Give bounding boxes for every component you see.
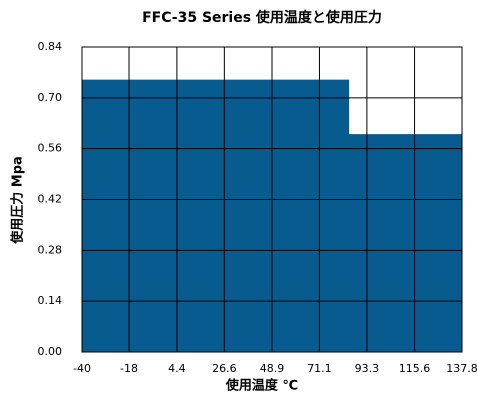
y-tick-label: 0.70 <box>38 91 63 104</box>
x-tick-label: 48.9 <box>260 362 285 375</box>
y-tick-label: 0.84 <box>38 40 63 53</box>
x-tick-label: 137.8 <box>446 362 477 375</box>
x-tick-label: 26.6 <box>212 362 237 375</box>
y-tick-label: 0.00 <box>38 345 63 358</box>
x-tick-label: 115.6 <box>399 362 431 375</box>
y-tick-label: 0.42 <box>38 193 63 206</box>
x-tick-label: 93.3 <box>355 362 380 375</box>
x-tick-label: -18 <box>120 362 138 375</box>
y-tick-label: 0.14 <box>38 294 63 307</box>
chart-title: FFC-35 Series 使用温度と使用圧力 <box>142 9 382 26</box>
x-tick-label: -40 <box>73 362 91 375</box>
x-axis-label: 使用温度 ℃ <box>225 378 298 394</box>
y-tick-label: 0.56 <box>38 142 63 155</box>
y-tick-label: 0.28 <box>38 243 63 256</box>
y-axis-label: 使用圧力 Mpa <box>10 156 26 245</box>
x-tick-label: 4.4 <box>168 362 186 375</box>
plot-frame <box>81 46 463 353</box>
x-tick-label: 71.1 <box>307 362 332 375</box>
